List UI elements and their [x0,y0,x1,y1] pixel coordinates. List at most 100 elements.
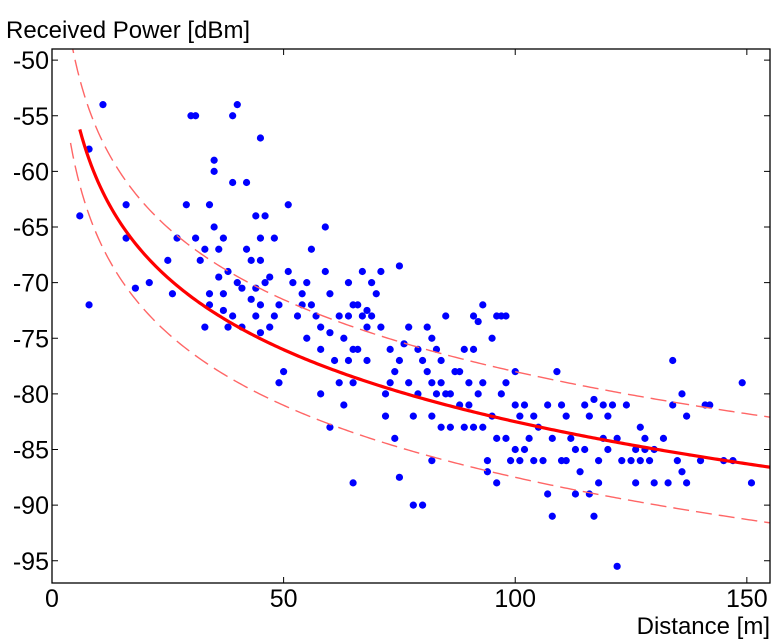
data-point [747,479,756,487]
data-point [326,423,334,431]
data-point [460,423,468,431]
data-point [303,279,311,287]
y-tick-label: -95 [13,548,49,576]
data-point [539,457,547,465]
data-point [298,290,306,298]
data-point [395,356,404,365]
data-point [326,329,334,337]
data-point [358,312,366,320]
data-point [76,212,84,220]
data-point [469,345,478,353]
data-point [479,379,487,387]
data-point [581,445,589,454]
x-tick-label: 50 [270,585,298,613]
data-point [344,279,353,287]
data-point [335,312,343,320]
data-point [428,457,436,465]
data-point [493,479,501,487]
fit-line [78,129,770,469]
data-point [683,412,691,420]
data-point [479,423,487,431]
data-point [604,412,612,420]
data-point [437,356,445,365]
data-point [428,334,436,342]
data-point [284,201,292,209]
data-point [266,323,274,331]
data-point [372,290,380,298]
data-point [669,401,677,409]
data-point [215,245,223,253]
data-point [192,234,200,242]
data-point [321,267,329,276]
data-point [567,434,575,442]
data-point [423,323,431,331]
data-point [270,234,278,242]
y-tick-label: -80 [13,381,49,409]
data-point [548,512,556,520]
data-point [233,279,241,287]
data-point [632,479,640,487]
data-point [252,284,260,292]
x-tick-label: 0 [45,585,59,613]
data-point [474,390,482,398]
data-point [363,323,371,331]
data-point [242,245,251,253]
data-point [256,134,265,142]
data-point [553,368,561,376]
data-point [683,479,691,487]
data-point [270,312,278,320]
data-point [474,317,482,326]
data-point [465,379,473,387]
data-point [395,473,404,481]
data-point [330,356,339,365]
data-point [99,101,107,109]
data-point [608,401,617,409]
data-point [256,329,265,337]
data-point [673,457,681,465]
data-point [354,301,362,309]
data-point [252,312,260,320]
data-point [275,301,283,309]
data-point [636,423,644,431]
data-point [418,501,427,509]
data-point [391,434,399,442]
y-tick-label: -65 [13,214,49,242]
data-point [247,256,255,264]
data-point [613,562,621,570]
data-point [511,445,519,454]
data-point [483,457,492,465]
data-point [252,212,260,220]
data-point [650,479,658,487]
x-axis-title: Distance [m] [637,613,770,639]
data-point [696,457,705,465]
data-point [627,457,635,465]
data-point [266,273,274,281]
data-point [256,256,265,264]
data-point [210,167,218,175]
confidence-bound-line [69,142,770,524]
data-point [275,379,283,387]
data-point [581,401,589,409]
data-point [678,390,686,398]
data-point [585,412,593,420]
data-point [483,468,492,476]
data-point [256,301,265,309]
data-point [168,290,177,298]
data-point [511,368,519,376]
data-point [414,345,422,353]
data-point [205,201,214,209]
data-point [604,445,612,454]
data-point [321,223,329,231]
data-point [377,323,385,331]
data-point [201,245,209,253]
data-point [557,401,566,409]
y-tick-label: -85 [13,437,49,465]
data-point [576,468,584,476]
data-point [664,479,672,487]
data-point [256,234,265,242]
data-point [409,412,417,420]
data-point [618,457,626,465]
data-point [669,356,677,365]
data-point [497,390,505,398]
